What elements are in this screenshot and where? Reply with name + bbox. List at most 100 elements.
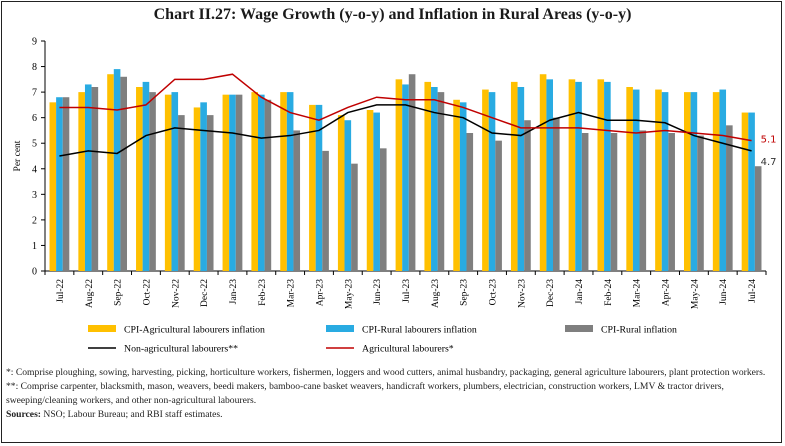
- bar-cpi-al: [482, 89, 489, 271]
- bar-cpi-al: [741, 112, 749, 271]
- chart-title: Chart II.27: Wage Growth (y-o-y) and Inf…: [153, 6, 632, 23]
- x-tick-label: Nov-22: [171, 279, 181, 308]
- x-tick-label: Mar-24: [633, 279, 643, 308]
- bar-cpi-rural: [697, 135, 704, 271]
- y-tick-label: 6: [32, 113, 37, 124]
- bar-cpi-rural: [206, 115, 214, 271]
- bar-cpi-rural: [581, 133, 589, 271]
- bar-cpi-rural: [668, 133, 675, 271]
- bar-cpi-al: [49, 102, 57, 271]
- bar-cpi-rl: [286, 92, 294, 271]
- bar-cpi-al: [78, 92, 85, 271]
- y-tick-label: 2: [32, 215, 37, 226]
- bar-cpi-al: [164, 94, 172, 272]
- x-tick-label: Dec-23: [546, 279, 556, 307]
- bar-cpi-al: [424, 81, 432, 271]
- footnote-non-agricultural: **: Comprise carpenter, blacksmith, maso…: [6, 381, 724, 406]
- legend-swatch: [565, 325, 593, 332]
- bar-cpi-al: [136, 87, 143, 271]
- x-tick-label: May-23: [344, 279, 354, 309]
- bar-cpi-rl: [84, 84, 92, 271]
- x-tick-label: Oct-23: [489, 279, 499, 306]
- bar-cpi-rural: [610, 133, 618, 271]
- x-tick-label: Aug-22: [85, 279, 95, 308]
- legend-label: CPI-Rural labourers inflation: [362, 325, 477, 336]
- x-tick-label: Jul-22: [56, 279, 66, 303]
- y-tick-label: 8: [32, 62, 37, 73]
- x-tick-label: Jan-24: [575, 279, 585, 305]
- bar-cpi-al: [684, 92, 691, 271]
- bar-cpi-rural: [178, 115, 185, 271]
- bar-cpi-rural: [495, 140, 502, 271]
- bar-cpi-rural: [553, 117, 560, 272]
- bar-cpi-al: [539, 74, 547, 271]
- sources-label: Sources:: [6, 409, 41, 420]
- x-tick-label: Sep-23: [460, 279, 470, 306]
- bar-cpi-al: [568, 79, 576, 271]
- bar-cpi-rl: [56, 97, 63, 271]
- legend-swatch: [88, 325, 116, 332]
- bar-cpi-rl: [661, 92, 669, 271]
- end-label: 4.7: [761, 157, 777, 168]
- bar-cpi-rl: [315, 104, 323, 271]
- bar-cpi-rl: [575, 81, 582, 271]
- legend-label: Agricultural labourers*: [362, 344, 454, 355]
- line-non-agricultural-labourers: [59, 104, 752, 157]
- y-tick-label: 0: [32, 267, 37, 278]
- y-tick-label: 9: [32, 37, 37, 48]
- bar-cpi-rl: [748, 112, 755, 271]
- bar-cpi-rl: [459, 102, 467, 271]
- x-tick-label: Dec-22: [200, 279, 210, 307]
- bar-cpi-rural: [120, 76, 127, 272]
- y-tick-label: 7: [32, 88, 37, 99]
- chart-svg: 0 1 2 3 4 5 6 7 8 9 Per cent Jul-22 Aug-22 Sep-22 Oct-…: [13, 37, 777, 355]
- bar-cpi-al: [366, 110, 374, 271]
- x-tick-label: Feb-24: [604, 279, 614, 306]
- x-tick-label: Jul-23: [402, 279, 412, 303]
- x-tick-label: Apr-24: [662, 279, 672, 306]
- bar-cpi-rl: [690, 92, 698, 271]
- bar-cpi-rl: [546, 79, 553, 271]
- y-tick-label: 1: [32, 241, 37, 252]
- bar-cpi-rl: [344, 120, 352, 271]
- bar-cpi-rl: [604, 81, 611, 271]
- bar-cpi-rl: [719, 89, 727, 271]
- bar-cpi-al: [193, 107, 201, 271]
- bar-cpi-rural: [91, 87, 99, 271]
- bar-cpi-rl: [373, 112, 380, 271]
- bar-cpi-al: [337, 115, 345, 271]
- legend-swatch: [326, 325, 354, 332]
- legend-label: CPI-Agricultural labourers inflation: [124, 325, 265, 336]
- x-tick-label: Sep-22: [114, 279, 124, 306]
- bar-cpi-al: [510, 81, 518, 271]
- bar-cpi-rl: [517, 87, 525, 271]
- footnote-agricultural: *: Comprise ploughing, sowing, harvestin…: [6, 367, 766, 378]
- bar-cpi-al: [309, 104, 316, 271]
- bar-cpi-al: [280, 92, 287, 271]
- bar-cpi-al: [107, 74, 114, 271]
- bar-cpi-rural: [264, 99, 272, 272]
- x-tick-label: Nov-23: [517, 279, 527, 308]
- legend-label: CPI-Rural inflation: [601, 325, 677, 336]
- y-tick-label: 4: [32, 164, 37, 175]
- footnotes: *: Comprise ploughing, sowing, harvestin…: [6, 366, 778, 422]
- y-tick-label: 3: [32, 190, 37, 201]
- y-axis-label: Per cent: [13, 140, 23, 171]
- bar-cpi-rural: [62, 97, 70, 271]
- end-label: 5.1: [761, 135, 777, 146]
- bar-cpi-rl: [632, 89, 640, 271]
- bar-cpi-rural: [235, 94, 243, 272]
- bar-cpi-al: [395, 79, 403, 271]
- bar-cpi-al: [597, 79, 605, 271]
- bar-cpi-al: [712, 92, 720, 271]
- bar-cpi-rl: [229, 94, 236, 272]
- y-tick-label: 5: [32, 139, 37, 150]
- bar-cpi-al: [626, 87, 633, 271]
- bar-cpi-rural: [322, 150, 329, 271]
- bar-cpi-al: [655, 89, 662, 271]
- bar-cpi-rural: [639, 130, 647, 271]
- bar-cpi-rural: [408, 74, 416, 271]
- bar-cpi-rl: [488, 92, 496, 271]
- bar-cpi-al: [453, 99, 460, 272]
- bar-cpi-rural: [293, 130, 301, 271]
